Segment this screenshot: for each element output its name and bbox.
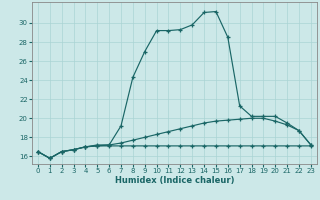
X-axis label: Humidex (Indice chaleur): Humidex (Indice chaleur) [115,176,234,185]
